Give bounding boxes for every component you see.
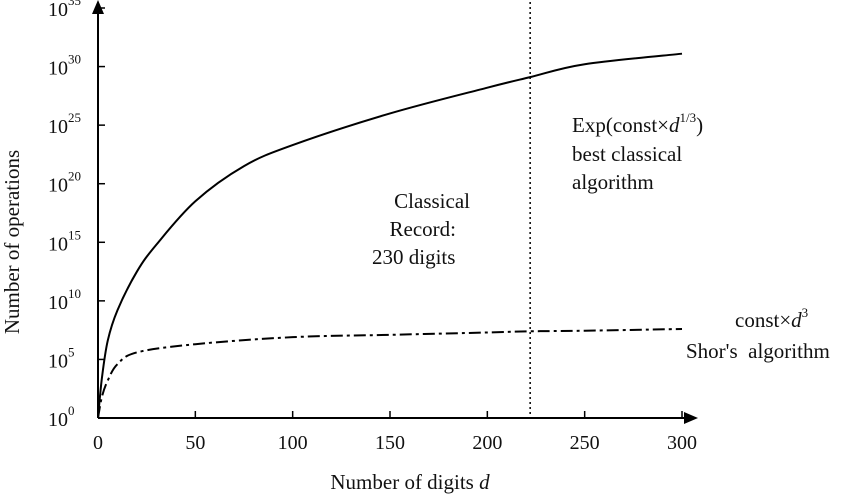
axes xyxy=(92,0,698,424)
y-tick-label: 1015 xyxy=(48,227,81,255)
ticks: 0 50 100 150 200 250 300 100 105 1010 1015 1020 1025… xyxy=(48,0,697,454)
x-axis-title: Number of digits d xyxy=(330,470,490,494)
best-classical-annotation: Exp(const×d1/3) best classical algorithm xyxy=(572,110,703,194)
classical-record-line-1: Classical xyxy=(394,189,470,213)
exp-formula-label: Exp(const×d1/3) xyxy=(572,110,703,137)
classical-record-line-3: 230 digits xyxy=(372,245,455,269)
shor-annotation: const×d3 Shor's algorithm xyxy=(686,305,830,363)
y-axis-title: Number of operations xyxy=(0,150,24,334)
x-tick-label: 50 xyxy=(185,432,205,454)
y-tick-label: 1025 xyxy=(48,110,81,138)
x-tick-label: 0 xyxy=(93,432,103,454)
shor-algorithm-label: Shor's algorithm xyxy=(686,339,830,363)
x-tick-label: 100 xyxy=(278,432,308,454)
y-tick-label: 105 xyxy=(48,344,75,372)
x-axis-arrow xyxy=(684,412,698,424)
y-tick-label: 1035 xyxy=(48,0,81,21)
y-tick-label: 100 xyxy=(48,403,75,431)
shor-algorithm-curve xyxy=(97,327,683,419)
shor-formula-label: const×d3 xyxy=(735,305,808,332)
x-tick-label: 250 xyxy=(570,432,600,454)
algorithm-label: algorithm xyxy=(572,170,654,194)
classical-record-line-2: Record: xyxy=(390,217,456,241)
x-tick-label: 150 xyxy=(375,432,405,454)
y-tick-label: 1020 xyxy=(48,169,81,197)
classical-record-annotation: Classical Record: 230 digits xyxy=(372,189,470,269)
y-tick-label: 1030 xyxy=(48,52,81,80)
series xyxy=(97,2,683,419)
y-axis-arrow xyxy=(92,0,104,14)
best-classical-label: best classical xyxy=(572,142,682,166)
x-tick-label: 200 xyxy=(472,432,502,454)
x-tick-label: 300 xyxy=(667,432,697,454)
y-tick-label: 1010 xyxy=(48,286,81,314)
